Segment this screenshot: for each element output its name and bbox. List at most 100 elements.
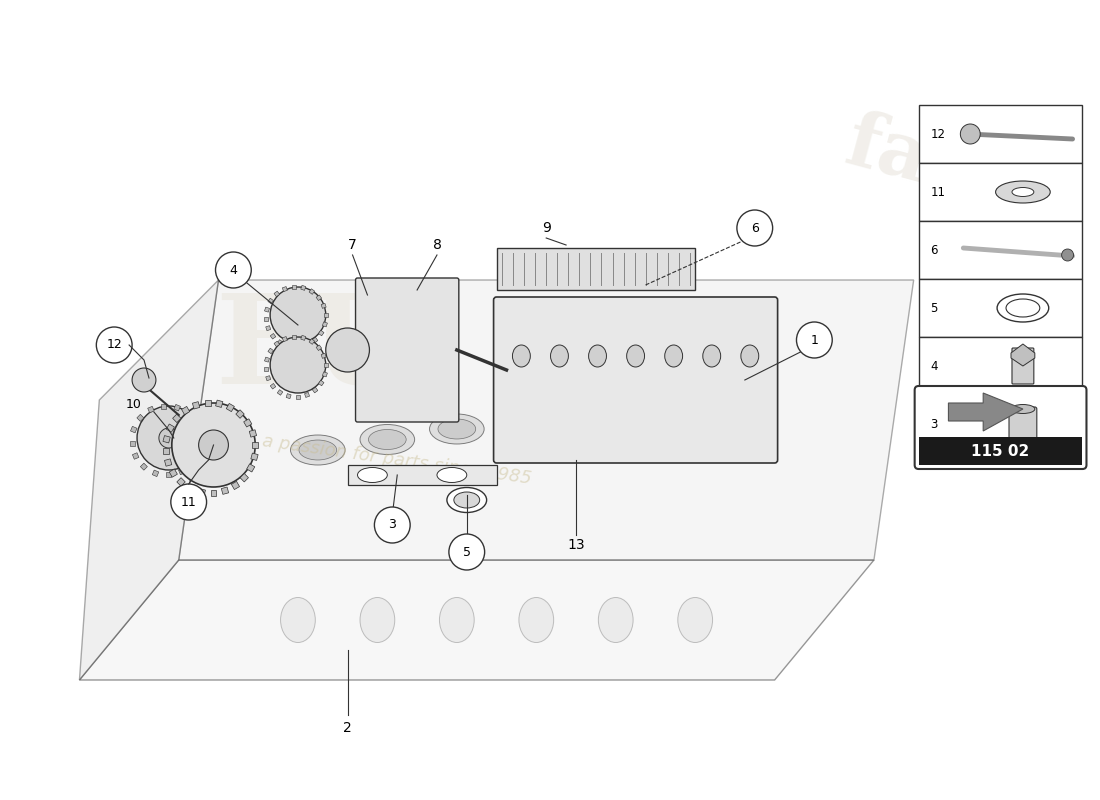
Bar: [173, 414, 182, 422]
Bar: [147, 406, 154, 413]
Bar: [309, 289, 315, 294]
Polygon shape: [348, 465, 496, 485]
Bar: [169, 469, 177, 477]
Circle shape: [132, 368, 156, 392]
Bar: [185, 411, 192, 418]
Bar: [296, 395, 300, 399]
Text: 9: 9: [542, 221, 551, 235]
FancyBboxPatch shape: [355, 278, 459, 422]
Text: 3: 3: [388, 518, 396, 531]
Bar: [321, 354, 327, 358]
Ellipse shape: [638, 382, 693, 413]
Polygon shape: [79, 280, 219, 680]
Bar: [292, 285, 296, 289]
Text: 11: 11: [180, 495, 197, 509]
Text: 1: 1: [811, 334, 818, 346]
Bar: [300, 286, 306, 290]
Circle shape: [216, 252, 251, 288]
Circle shape: [138, 406, 200, 470]
Ellipse shape: [1011, 405, 1035, 414]
Text: 8: 8: [432, 238, 441, 252]
Bar: [918, 337, 1082, 395]
Ellipse shape: [598, 598, 634, 642]
Ellipse shape: [290, 435, 345, 465]
Bar: [251, 453, 258, 461]
Bar: [162, 403, 166, 409]
Bar: [305, 392, 309, 398]
Bar: [152, 470, 158, 477]
Text: 3: 3: [931, 418, 938, 430]
Ellipse shape: [519, 598, 553, 642]
Circle shape: [960, 124, 980, 144]
Bar: [136, 414, 144, 422]
Bar: [918, 221, 1082, 279]
Bar: [292, 335, 296, 339]
Bar: [266, 376, 271, 381]
Bar: [322, 322, 328, 327]
Bar: [131, 426, 138, 433]
Ellipse shape: [437, 467, 466, 482]
Circle shape: [737, 210, 772, 246]
Bar: [277, 340, 283, 346]
Circle shape: [1062, 249, 1074, 261]
Ellipse shape: [440, 598, 474, 642]
Circle shape: [158, 428, 179, 448]
Bar: [264, 317, 268, 321]
Ellipse shape: [550, 345, 569, 367]
Bar: [322, 372, 328, 377]
FancyBboxPatch shape: [494, 297, 778, 463]
Ellipse shape: [507, 409, 546, 429]
Bar: [918, 105, 1082, 163]
Bar: [165, 459, 172, 466]
Ellipse shape: [513, 345, 530, 367]
Bar: [318, 380, 324, 386]
Ellipse shape: [358, 467, 387, 482]
FancyBboxPatch shape: [1009, 407, 1037, 441]
Text: 12: 12: [107, 338, 122, 351]
FancyBboxPatch shape: [915, 386, 1087, 469]
Ellipse shape: [664, 345, 683, 367]
Bar: [264, 367, 268, 371]
Bar: [189, 459, 196, 466]
Bar: [187, 484, 195, 493]
Text: 7: 7: [349, 238, 356, 252]
Bar: [166, 473, 172, 478]
Bar: [264, 357, 270, 362]
Bar: [227, 403, 234, 412]
Circle shape: [326, 328, 370, 372]
Bar: [296, 345, 300, 349]
Ellipse shape: [569, 393, 624, 423]
Bar: [244, 419, 252, 427]
Ellipse shape: [996, 181, 1050, 203]
Ellipse shape: [578, 398, 615, 418]
Bar: [231, 482, 240, 490]
Bar: [268, 348, 274, 354]
Ellipse shape: [588, 345, 606, 367]
Ellipse shape: [280, 598, 316, 642]
Text: 10: 10: [126, 398, 142, 411]
Text: 6: 6: [751, 222, 759, 234]
Ellipse shape: [627, 345, 645, 367]
Bar: [132, 453, 139, 459]
Bar: [309, 338, 315, 344]
Bar: [312, 387, 318, 393]
Polygon shape: [79, 560, 873, 680]
Circle shape: [170, 484, 207, 520]
Bar: [300, 335, 306, 340]
Bar: [271, 334, 276, 339]
Ellipse shape: [454, 492, 480, 508]
Bar: [321, 303, 327, 308]
Bar: [216, 400, 223, 407]
Bar: [221, 487, 229, 494]
Bar: [192, 402, 200, 409]
Ellipse shape: [647, 387, 684, 407]
Bar: [271, 383, 276, 389]
Bar: [177, 478, 185, 486]
Bar: [235, 410, 244, 418]
Text: a passion for parts since 1985: a passion for parts since 1985: [262, 432, 534, 488]
Circle shape: [449, 534, 485, 570]
Bar: [496, 248, 695, 290]
Bar: [130, 441, 134, 446]
Text: faces: faces: [837, 106, 1069, 234]
Bar: [274, 291, 279, 297]
